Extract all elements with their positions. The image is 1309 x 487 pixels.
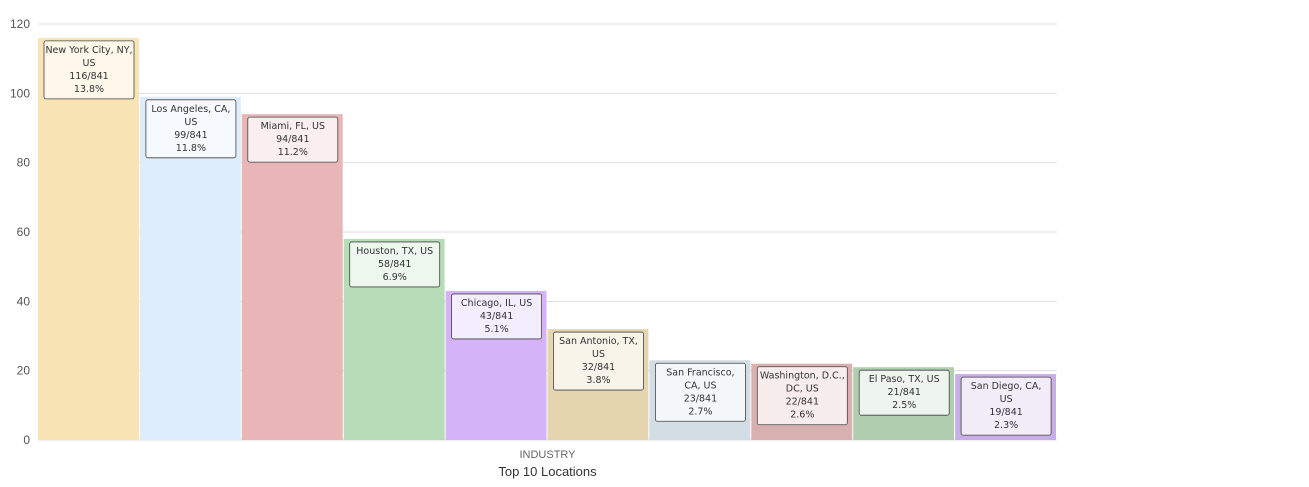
tooltip-line: Washington, D.C., bbox=[760, 371, 845, 382]
bar-tooltip: Los Angeles, CA, US 99/841 11.8% bbox=[145, 99, 237, 159]
x-axis-title: Top 10 Locations bbox=[498, 464, 597, 479]
tooltip-line: 94/841 bbox=[276, 134, 309, 145]
tooltip-line: Los Angeles, CA, bbox=[151, 104, 230, 115]
bar-tooltip: Houston, TX, US 58/841 6.9% bbox=[349, 241, 441, 288]
tooltip-line: 116/841 bbox=[69, 71, 108, 82]
tooltip-line: 11.2% bbox=[278, 147, 308, 158]
bar-tooltip: San Diego, CA, US 19/841 2.3% bbox=[960, 376, 1052, 436]
tooltip-line: 11.8% bbox=[176, 143, 206, 154]
tooltip-line: US bbox=[184, 117, 197, 128]
tooltip-line: US bbox=[83, 58, 96, 69]
tooltip-line: 13.8% bbox=[74, 84, 104, 95]
bar[interactable] bbox=[38, 37, 139, 440]
y-axis-ticks: 0 20 40 60 80 100 120 bbox=[10, 17, 30, 447]
tooltip-line: 19/841 bbox=[989, 407, 1022, 418]
tooltip-line: 22/841 bbox=[786, 397, 819, 408]
tooltip-box bbox=[858, 369, 950, 416]
tooltip-line: San Francisco, bbox=[666, 367, 734, 378]
tooltip-line: Miami, FL, US bbox=[261, 121, 325, 132]
y-tick-label: 40 bbox=[17, 294, 31, 308]
tooltip-line: CA, US bbox=[684, 380, 716, 391]
tooltip-line: 6.9% bbox=[383, 272, 407, 283]
tooltip-box bbox=[960, 376, 1052, 436]
y-tick-label: 100 bbox=[10, 86, 30, 100]
bar-tooltip: Miami, FL, US 94/841 11.2% bbox=[247, 116, 339, 163]
tooltip-box bbox=[349, 241, 441, 288]
tooltip-line: San Diego, CA, bbox=[971, 381, 1042, 392]
tooltip-box bbox=[145, 99, 237, 159]
tooltip-line: 23/841 bbox=[684, 393, 717, 404]
tooltip-box bbox=[247, 116, 339, 163]
tooltip-line: 2.5% bbox=[892, 400, 916, 411]
bar-tooltip: Chicago, IL, US 43/841 5.1% bbox=[451, 293, 543, 340]
tooltip-box bbox=[756, 366, 848, 426]
tooltip-line: 5.1% bbox=[485, 324, 509, 335]
y-tick-label: 0 bbox=[23, 433, 30, 447]
tooltip-line: 2.3% bbox=[994, 420, 1018, 431]
tooltip-line: 99/841 bbox=[174, 130, 207, 141]
tooltip-line: 58/841 bbox=[378, 259, 411, 270]
tooltip-box bbox=[43, 40, 135, 100]
y-tick-label: 20 bbox=[17, 364, 31, 378]
tooltip-box bbox=[655, 362, 746, 422]
bar-tooltip: San Francisco, CA, US 23/841 2.7% bbox=[655, 362, 746, 422]
tooltip-line: DC, US bbox=[786, 384, 819, 395]
tooltip-line: New York City, NY, bbox=[45, 45, 132, 56]
y-tick-label: 80 bbox=[17, 156, 31, 170]
y-tick-label: 120 bbox=[10, 17, 30, 31]
tooltip-line: San Antonio, TX, bbox=[559, 336, 638, 347]
tooltip-line: 32/841 bbox=[582, 362, 615, 373]
bar-tooltip: New York City, NY, US 116/841 13.8% bbox=[43, 40, 135, 100]
x-category-label: INDUSTRY bbox=[519, 449, 576, 461]
bar-tooltip: San Antonio, TX, US 32/841 3.8% bbox=[553, 331, 644, 391]
tooltip-box bbox=[553, 331, 644, 391]
tooltip-box bbox=[451, 293, 543, 340]
tooltip-line: 3.8% bbox=[586, 375, 610, 386]
y-tick-label: 60 bbox=[17, 225, 31, 239]
tooltip-line: Houston, TX, US bbox=[356, 246, 433, 257]
tooltip-line: 2.6% bbox=[790, 410, 814, 421]
tooltip-line: 21/841 bbox=[887, 387, 920, 398]
bar[interactable] bbox=[241, 114, 343, 440]
tooltip-line: 43/841 bbox=[480, 311, 513, 322]
tooltip-line: US bbox=[592, 349, 605, 360]
bar-tooltip: El Paso, TX, US 21/841 2.5% bbox=[858, 369, 950, 416]
tooltip-line: 2.7% bbox=[688, 406, 712, 417]
tooltip-line: US bbox=[1000, 394, 1013, 405]
tooltip-line: El Paso, TX, US bbox=[869, 374, 940, 385]
bar-tooltips: New York City, NY, US 116/841 13.8% Los Ange… bbox=[43, 40, 1052, 436]
tooltip-line: Chicago, IL, US bbox=[461, 298, 532, 309]
bar-tooltip: Washington, D.C., DC, US 22/841 2.6% bbox=[756, 366, 848, 426]
